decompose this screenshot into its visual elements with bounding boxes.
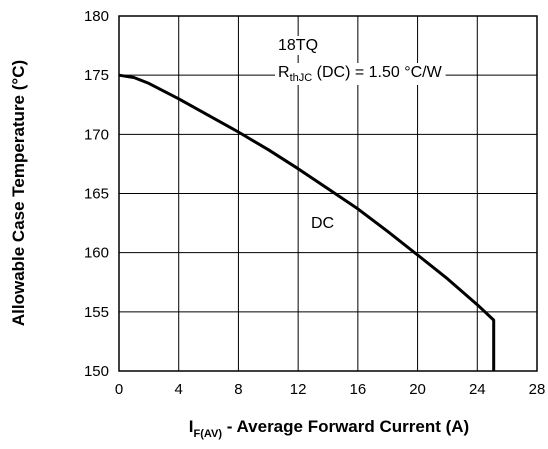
part-number-annotation: 18TQ <box>278 37 318 54</box>
thermal-resistance-annotation: RthJC (DC) = 1.50 °C/W <box>278 64 443 84</box>
series-layer <box>118 73 496 371</box>
plot-frame <box>118 15 538 372</box>
y-tick-label-160: 160 <box>84 245 109 262</box>
thermal-annotation-background <box>275 63 446 85</box>
y-axis-title: Allowable Case Temperature (°C) <box>9 60 28 326</box>
y-tick-label-165: 165 <box>84 186 109 203</box>
y-tick-label-170: 170 <box>84 126 109 143</box>
x-tick-label-0: 0 <box>115 381 123 398</box>
series-line-dc <box>118 73 496 371</box>
x-tick-label-20: 20 <box>409 381 426 398</box>
x-tick-label-12: 12 <box>290 381 307 398</box>
y-tick-label-180: 180 <box>84 8 109 25</box>
curve-label-dc: DC <box>311 215 334 232</box>
x-tick-label-16: 16 <box>350 381 367 398</box>
x-axis-title: IF(AV) - Average Forward Current (A) <box>189 417 469 440</box>
y-tick-label-155: 155 <box>84 304 109 321</box>
tick-labels: 0 4 8 12 16 20 24 28 150 155 160 165 170 175 180 <box>84 8 545 398</box>
x-tick-label-24: 24 <box>469 381 486 398</box>
curve-label-background <box>308 214 338 233</box>
y-tick-label-150: 150 <box>84 363 109 380</box>
x-tick-label-28: 28 <box>529 381 546 398</box>
y-tick-label-175: 175 <box>84 67 109 84</box>
x-tick-label-8: 8 <box>234 381 242 398</box>
x-tick-label-4: 4 <box>175 381 183 398</box>
part-number-background <box>275 36 322 55</box>
annotation-backgrounds <box>275 36 446 233</box>
